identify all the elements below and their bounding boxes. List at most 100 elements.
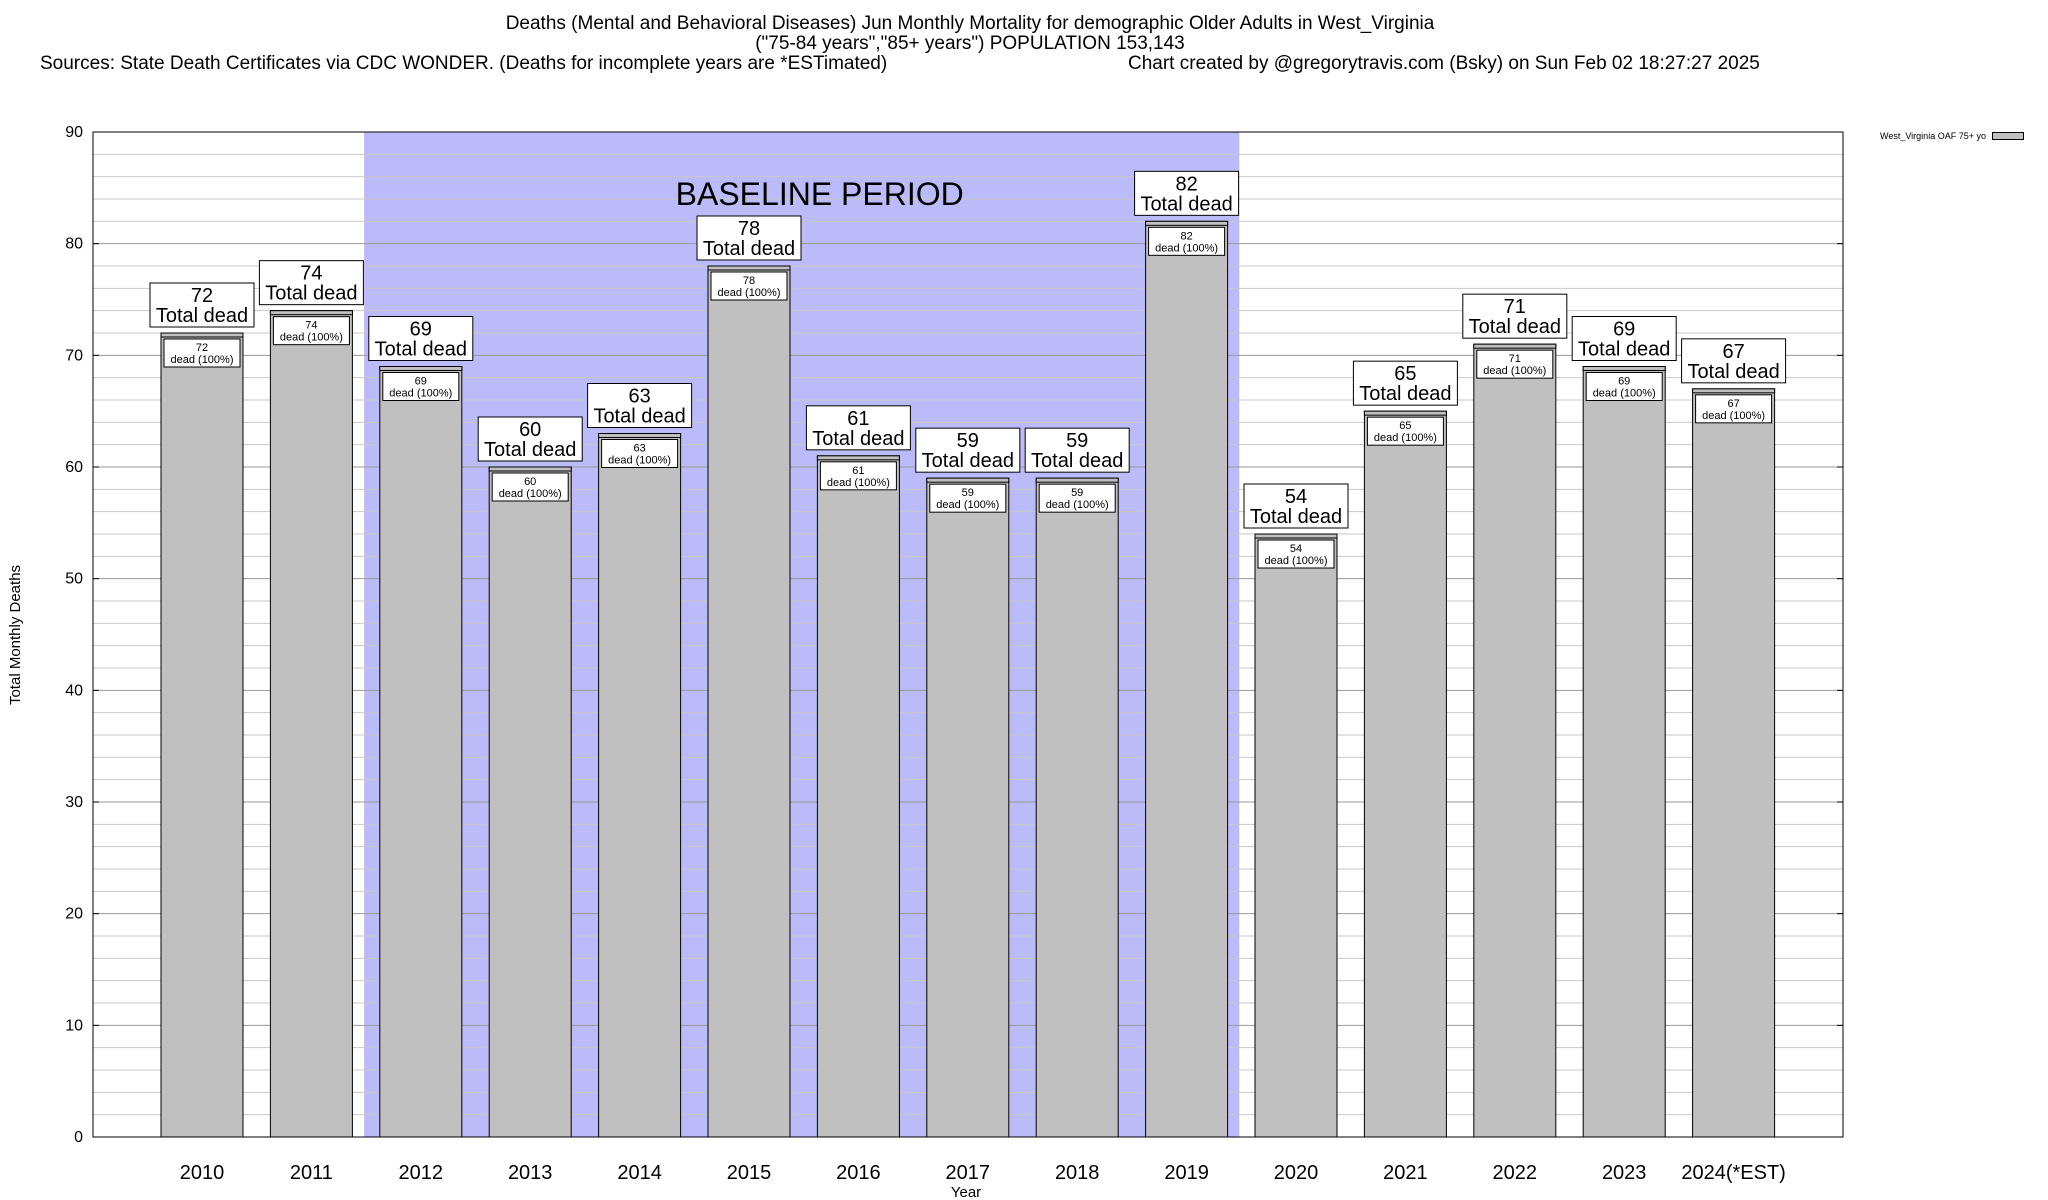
total-value-label: 65 [1394,363,1416,385]
inner-pct-label: dead (100%) [827,477,890,489]
inner-label-box [1585,372,1663,401]
inner-label-box [272,316,350,346]
y-tick-label: 20 [65,906,83,923]
total-text-label: Total dead [156,305,248,327]
x-tick-label: 2021 [1383,1162,1428,1184]
total-label-box [696,215,802,261]
bar-cap [1254,533,1338,539]
total-text-label: Total dead [375,339,467,361]
inner-label-box [819,461,897,491]
total-label-box [1024,427,1130,473]
baseline-label: BASELINE PERIOD [676,176,964,212]
bar [269,310,353,1138]
total-label-box [258,260,364,306]
total-value-label: 63 [628,386,650,408]
x-tick-label: 2010 [180,1162,225,1184]
total-value-label: 59 [1066,430,1088,452]
inner-label-box [1476,349,1554,379]
inner-label-box [382,372,460,401]
inner-pct-label: dead (100%) [1046,499,1109,511]
bar-cap [160,332,244,338]
inner-label-box [929,483,1007,513]
y-tick-label: 0 [74,1129,83,1146]
inner-value-label: 69 [1618,376,1630,388]
bar-cap [1363,410,1447,416]
y-tick-label: 80 [65,236,83,253]
total-value-label: 67 [1722,341,1744,363]
x-tick-label: 2019 [1164,1162,1209,1184]
inner-value-label: 59 [1071,487,1083,499]
inner-pct-label: dead (100%) [171,354,234,366]
total-label-box [805,405,911,451]
total-label-box [915,427,1021,473]
inner-label-box [601,439,679,468]
total-label-box [368,316,474,361]
total-value-label: 82 [1175,173,1197,195]
x-tick-label: 2016 [836,1162,881,1184]
bar [160,332,244,1138]
total-text-label: Total dead [593,406,685,428]
inner-pct-label: dead (100%) [389,388,452,400]
bar-cap [1582,366,1666,371]
total-text-label: Total dead [1359,383,1451,405]
inner-value-label: 71 [1509,353,1521,365]
inner-pct-label: dead (100%) [1483,365,1546,377]
total-text-label: Total dead [1140,193,1232,215]
total-value-label: 59 [957,430,979,452]
inner-label-box [1366,416,1444,446]
inner-label-box [1038,483,1116,513]
inner-value-label: 82 [1180,230,1192,242]
total-value-label: 60 [519,419,541,441]
chart-credit: Chart created by @gregorytravis.com (Bsk… [1128,53,1760,74]
total-value-label: 69 [410,319,432,341]
bar-cap [598,433,682,438]
chart-title: Deaths (Mental and Behavioral Diseases) … [505,13,1435,34]
total-label-box [477,416,583,462]
y-tick-label: 60 [65,459,83,476]
inner-value-label: 78 [743,275,755,287]
total-label-box [1352,360,1458,406]
bar-cap [816,455,900,461]
inner-value-label: 59 [962,487,974,499]
inner-label-box [163,338,241,368]
y-tick-label: 40 [65,682,83,699]
chart-subtitle: ("75-84 years","85+ years") POPULATION 1… [755,33,1185,54]
bar-cap [926,477,1010,483]
total-label-box [1571,316,1677,361]
y-tick-label: 50 [65,571,83,588]
inner-value-label: 67 [1727,398,1739,410]
x-tick-label: 2024(*EST) [1681,1162,1786,1184]
inner-label-box [710,271,788,301]
legend-swatch [1991,132,2024,140]
inner-pct-label: dead (100%) [608,455,671,467]
inner-pct-label: dead (100%) [1702,410,1765,422]
bar-cap [1473,343,1557,349]
bar [488,466,572,1138]
bar [1473,343,1557,1138]
x-tick-label: 2012 [399,1162,444,1184]
bar-cap [707,265,791,271]
x-tick-label: 2020 [1274,1162,1319,1184]
bar [1035,477,1119,1138]
y-tick-label: 70 [65,347,83,364]
legend: West_Virginia OAF 75+ yo [1880,131,2024,141]
chart-sources: Sources: State Death Certificates via CD… [40,53,888,74]
total-value-label: 61 [847,408,869,430]
bar-cap [269,310,353,316]
total-text-label: Total dead [484,439,576,461]
inner-label-box [1257,539,1335,569]
inner-value-label: 60 [524,476,536,488]
bar [1363,410,1447,1138]
bar [1145,220,1229,1138]
inner-label-box [491,472,569,502]
bar [1692,388,1776,1138]
inner-value-label: 74 [305,320,317,332]
total-value-label: 69 [1613,319,1635,341]
inner-pct-label: dead (100%) [936,499,999,511]
x-tick-label: 2014 [617,1162,662,1184]
total-text-label: Total dead [922,450,1014,472]
total-label-box [149,282,255,328]
total-value-label: 74 [300,263,322,285]
total-text-label: Total dead [812,428,904,450]
